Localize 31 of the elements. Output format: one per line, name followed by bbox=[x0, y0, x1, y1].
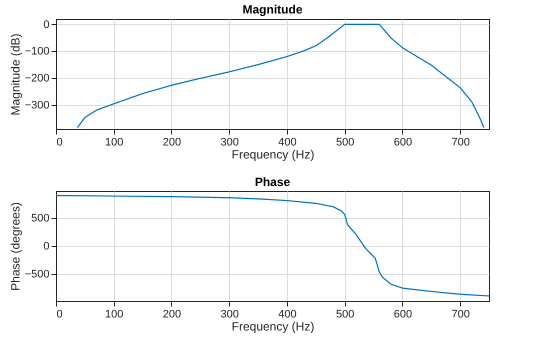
chart-title: Magnitude bbox=[242, 2, 303, 16]
y-axis-title: Phase (degrees) bbox=[8, 202, 23, 291]
y-tick-label: 0 bbox=[43, 240, 50, 252]
x-axis-title: Frequency (Hz) bbox=[232, 148, 314, 162]
x-tick-label: 200 bbox=[162, 136, 182, 148]
y-tick-label: −100 bbox=[24, 46, 50, 58]
x-tick-label: 300 bbox=[220, 308, 239, 320]
chart-title: Phase bbox=[254, 175, 290, 189]
x-tick-label: 300 bbox=[220, 136, 239, 148]
y-axis-title: Magnitude (dB) bbox=[8, 33, 23, 116]
x-tick-label: 0 bbox=[56, 308, 63, 320]
y-tick-label: −200 bbox=[24, 72, 50, 85]
y-tick-label: 500 bbox=[31, 212, 50, 224]
x-tick-label: 100 bbox=[105, 308, 124, 320]
x-tick-label: 600 bbox=[394, 308, 412, 320]
y-tick-label: −500 bbox=[24, 268, 50, 281]
line-series bbox=[56, 194, 489, 297]
x-tick-label: 700 bbox=[451, 136, 470, 148]
x-tick-label: 400 bbox=[278, 136, 297, 148]
x-tick-label: 0 bbox=[56, 136, 63, 148]
x-tick-label: 600 bbox=[394, 136, 412, 148]
line-series bbox=[76, 24, 484, 128]
x-tick-label: 700 bbox=[451, 308, 470, 320]
x-axis-title: Frequency (Hz) bbox=[232, 320, 314, 334]
x-tick-label: 100 bbox=[105, 136, 124, 148]
x-tick-label: 200 bbox=[162, 308, 182, 320]
y-tick-label: −300 bbox=[24, 99, 50, 112]
x-tick-label: 500 bbox=[336, 308, 354, 320]
x-tick-label: 400 bbox=[278, 308, 297, 320]
x-tick-label: 500 bbox=[336, 136, 354, 148]
y-tick-label: 0 bbox=[43, 18, 50, 31]
